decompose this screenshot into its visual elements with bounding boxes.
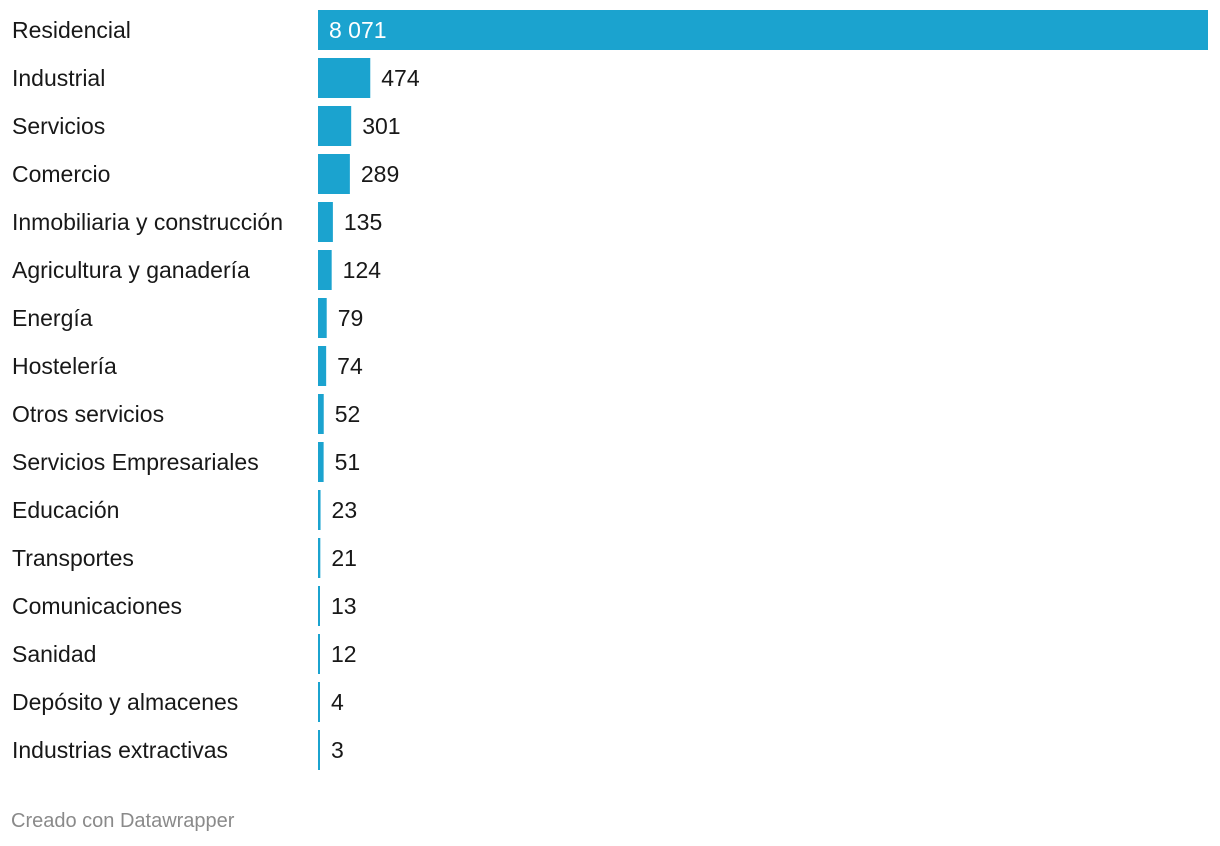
value-label: 301 xyxy=(362,113,400,139)
category-label: Sanidad xyxy=(12,641,96,667)
bar xyxy=(318,346,327,386)
bar xyxy=(318,394,324,434)
category-label: Servicios Empresariales xyxy=(12,449,259,475)
value-label: 135 xyxy=(344,209,382,235)
bar xyxy=(318,106,352,146)
value-label: 52 xyxy=(335,401,361,427)
bar xyxy=(318,586,320,626)
value-label: 4 xyxy=(331,689,344,715)
category-label: Energía xyxy=(12,305,93,331)
value-label: 74 xyxy=(337,353,363,379)
category-label: Inmobiliaria y construcción xyxy=(12,209,283,235)
category-label: Transportes xyxy=(12,545,134,571)
value-label: 79 xyxy=(338,305,364,331)
footer-credit: Creado con Datawrapper xyxy=(11,810,235,832)
category-label: Industrial xyxy=(12,65,105,91)
bar xyxy=(318,634,320,674)
bar xyxy=(318,730,320,770)
bar xyxy=(318,202,333,242)
bar xyxy=(318,250,332,290)
category-label: Servicios xyxy=(12,113,105,139)
category-label: Otros servicios xyxy=(12,401,164,427)
value-label: 13 xyxy=(331,593,357,619)
category-label: Agricultura y ganadería xyxy=(12,257,250,283)
bar xyxy=(318,442,324,482)
bar xyxy=(318,154,350,194)
category-label: Comunicaciones xyxy=(12,593,182,619)
bar xyxy=(318,682,320,722)
category-label: Depósito y almacenes xyxy=(12,689,238,715)
category-label: Comercio xyxy=(12,161,110,187)
value-label: 51 xyxy=(335,449,361,475)
category-label: Residencial xyxy=(12,17,131,43)
bar xyxy=(318,58,371,98)
value-label: 289 xyxy=(361,161,399,187)
category-label: Industrias extractivas xyxy=(12,737,228,763)
value-label: 3 xyxy=(331,737,344,763)
bar xyxy=(318,490,321,530)
category-label: Hostelería xyxy=(12,353,117,379)
bar xyxy=(318,298,327,338)
value-label: 474 xyxy=(381,65,420,91)
value-label: 8 071 xyxy=(329,17,387,43)
value-label: 23 xyxy=(332,497,358,523)
bar xyxy=(318,10,1208,50)
category-label: Educación xyxy=(12,497,119,523)
value-label: 12 xyxy=(331,641,357,667)
value-label: 124 xyxy=(343,257,382,283)
value-label: 21 xyxy=(331,545,357,571)
bar xyxy=(318,538,321,578)
